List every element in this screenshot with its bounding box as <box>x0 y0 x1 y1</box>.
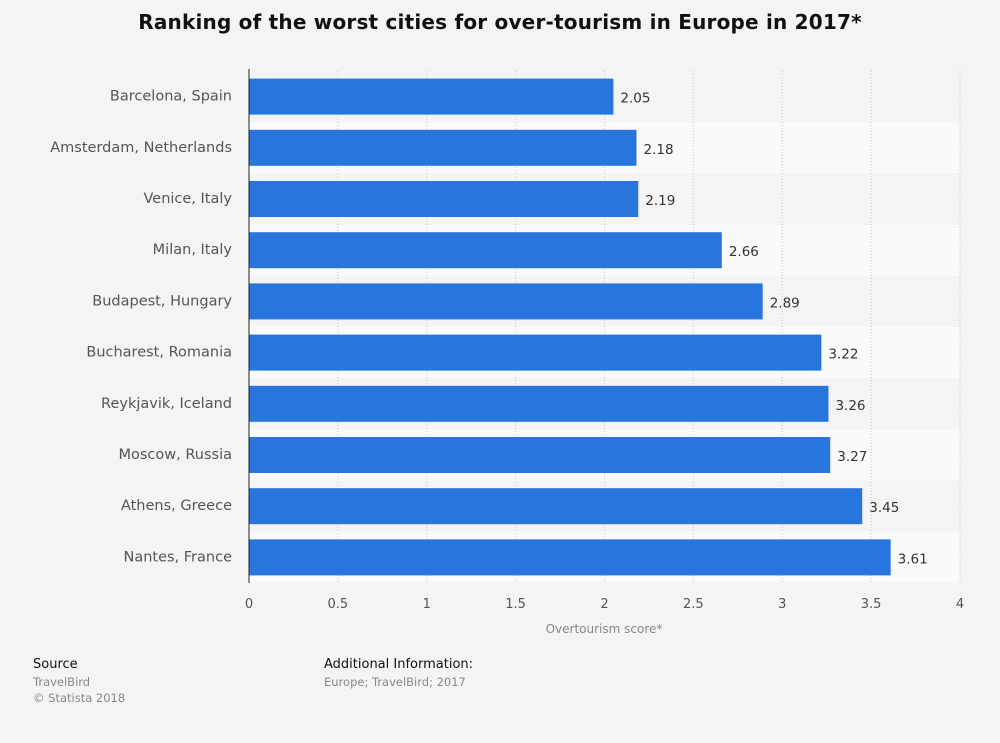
category-label: Budapest, Hungary <box>92 293 232 309</box>
x-tick-label: 2 <box>600 597 608 612</box>
bars: 2.05 2.18 2.19 2.66 2.89 3.22 3.26 3.27 3.45 3.61 <box>249 78 928 576</box>
category-label: Milan, Italy <box>153 242 233 258</box>
category-label: Venice, Italy <box>143 191 232 207</box>
bar <box>249 129 637 166</box>
value-label: 2.66 <box>729 244 759 260</box>
value-label: 3.26 <box>835 398 865 414</box>
x-tick-label: 4 <box>956 597 964 612</box>
bar <box>249 437 831 473</box>
additional-info-line: Europe; TravelBird; 2017 <box>324 675 466 689</box>
x-tick-label: 3 <box>778 597 786 612</box>
category-label: Bucharest, Romania <box>86 345 232 361</box>
bar <box>249 78 614 115</box>
bar <box>249 283 763 320</box>
value-label: 3.45 <box>869 500 899 516</box>
category-labels: Barcelona, Spain Amsterdam, Netherlands Ve… <box>50 89 232 566</box>
source-line-1: TravelBird <box>33 675 91 689</box>
category-label: Moscow, Russia <box>119 447 233 463</box>
bar <box>249 488 863 525</box>
source-line-2: © Statista 2018 <box>33 691 126 705</box>
category-label: Reykjavik, Iceland <box>101 396 232 412</box>
source-heading: Source <box>33 657 78 672</box>
bar <box>249 385 829 422</box>
x-tick-label: 3.5 <box>861 597 882 612</box>
x-tick-label: 0.5 <box>328 597 349 612</box>
category-label: Amsterdam, Netherlands <box>50 140 232 156</box>
additional-info-block: Additional Information: Europe; TravelBi… <box>324 657 473 690</box>
category-label: Athens, Greece <box>121 498 232 514</box>
value-label: 2.89 <box>770 295 800 311</box>
chart-title: Ranking of the worst cities for over-tou… <box>138 10 862 34</box>
source-block: Source TravelBird © Statista 2018 <box>33 657 125 706</box>
bar <box>249 232 722 269</box>
value-label: 2.05 <box>620 91 650 107</box>
value-label: 3.27 <box>837 449 867 465</box>
x-tick-label: 1.5 <box>505 597 526 612</box>
category-label: Barcelona, Spain <box>110 89 232 105</box>
x-tick-label: 1 <box>423 597 431 612</box>
bar <box>249 539 891 576</box>
value-label: 2.19 <box>645 193 675 209</box>
bar <box>249 181 639 217</box>
value-label: 3.61 <box>898 551 928 567</box>
x-tick-label: 2.5 <box>683 597 704 612</box>
value-label: 2.18 <box>643 142 673 158</box>
value-label: 3.22 <box>828 347 858 363</box>
bar <box>249 334 822 371</box>
x-tick-label: 0 <box>245 597 253 612</box>
category-label: Nantes, France <box>123 549 232 565</box>
x-tick-labels: 0 0.5 1 1.5 2 2.5 3 3.5 4 <box>245 597 964 612</box>
x-axis-label: Overtourism score* <box>546 622 663 636</box>
additional-info-heading: Additional Information: <box>324 657 474 672</box>
